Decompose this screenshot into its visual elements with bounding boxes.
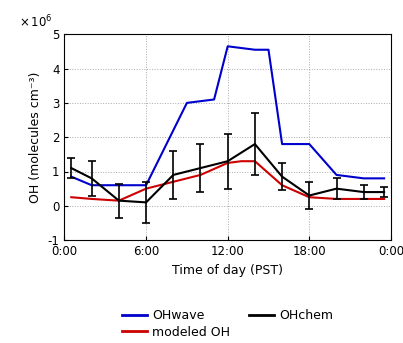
Y-axis label: OH (molecules cm⁻³): OH (molecules cm⁻³) — [29, 71, 42, 203]
X-axis label: Time of day (PST): Time of day (PST) — [172, 263, 283, 276]
Text: $\times\,10^6$: $\times\,10^6$ — [19, 14, 52, 30]
Legend: OHwave, modeled OH, OHchem: OHwave, modeled OH, OHchem — [117, 304, 338, 343]
